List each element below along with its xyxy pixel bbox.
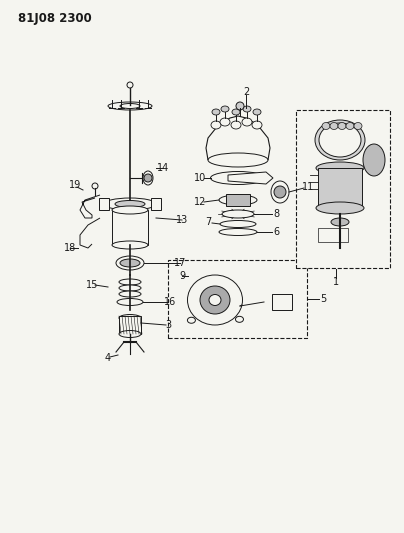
Bar <box>226 194 250 206</box>
Text: 12: 12 <box>194 197 206 207</box>
Ellipse shape <box>120 103 140 109</box>
Text: 3: 3 <box>165 320 171 330</box>
Ellipse shape <box>119 330 141 337</box>
Ellipse shape <box>315 120 365 160</box>
Ellipse shape <box>143 171 153 185</box>
Text: 1: 1 <box>333 277 339 287</box>
Text: 10: 10 <box>194 173 206 183</box>
Bar <box>296 110 390 268</box>
Circle shape <box>236 102 244 110</box>
Circle shape <box>144 174 152 182</box>
Text: 7: 7 <box>205 217 211 227</box>
Ellipse shape <box>236 316 244 322</box>
Ellipse shape <box>271 181 289 203</box>
Ellipse shape <box>330 123 338 130</box>
Text: 18: 18 <box>64 243 76 253</box>
Bar <box>119 316 141 334</box>
Ellipse shape <box>200 286 230 314</box>
Text: 11: 11 <box>302 182 314 192</box>
Ellipse shape <box>363 144 385 176</box>
Ellipse shape <box>232 109 240 115</box>
Ellipse shape <box>333 231 347 237</box>
Ellipse shape <box>211 121 221 129</box>
Circle shape <box>127 82 133 88</box>
Text: 81J08 2300: 81J08 2300 <box>18 12 92 25</box>
Ellipse shape <box>316 162 364 174</box>
Ellipse shape <box>253 109 261 115</box>
Ellipse shape <box>187 317 196 323</box>
Text: 13: 13 <box>176 215 188 225</box>
Ellipse shape <box>112 206 148 214</box>
Ellipse shape <box>316 202 364 214</box>
Ellipse shape <box>108 102 152 110</box>
Bar <box>99 198 109 210</box>
Bar <box>151 198 161 210</box>
Bar <box>112 210 148 245</box>
Ellipse shape <box>212 109 220 115</box>
Text: 8: 8 <box>273 209 279 219</box>
Ellipse shape <box>222 210 254 218</box>
Ellipse shape <box>338 123 346 130</box>
Bar <box>318 228 348 242</box>
Ellipse shape <box>104 198 156 210</box>
Bar <box>272 294 292 310</box>
Bar <box>168 260 307 338</box>
Ellipse shape <box>187 275 242 325</box>
Bar <box>318 168 362 208</box>
Text: 16: 16 <box>164 297 176 307</box>
Text: 15: 15 <box>86 280 98 290</box>
Circle shape <box>92 183 98 189</box>
Ellipse shape <box>219 229 257 236</box>
Ellipse shape <box>208 153 268 167</box>
Ellipse shape <box>346 123 354 130</box>
Text: 4: 4 <box>105 353 111 363</box>
Ellipse shape <box>119 285 141 291</box>
Text: 6: 6 <box>273 227 279 237</box>
Ellipse shape <box>210 172 265 184</box>
Ellipse shape <box>231 121 241 129</box>
Text: 9: 9 <box>179 271 185 281</box>
Text: 14: 14 <box>157 163 169 173</box>
Ellipse shape <box>119 291 141 297</box>
Ellipse shape <box>219 195 257 205</box>
Ellipse shape <box>119 314 141 321</box>
Ellipse shape <box>115 200 145 207</box>
Ellipse shape <box>252 121 262 129</box>
Polygon shape <box>228 172 273 184</box>
Ellipse shape <box>119 279 141 285</box>
Ellipse shape <box>221 106 229 112</box>
Text: 5: 5 <box>320 294 326 304</box>
Ellipse shape <box>242 118 252 126</box>
Text: 17: 17 <box>174 258 186 268</box>
Ellipse shape <box>354 123 362 130</box>
Ellipse shape <box>112 241 148 249</box>
Ellipse shape <box>120 259 140 267</box>
Ellipse shape <box>116 256 144 270</box>
Text: 2: 2 <box>243 87 249 97</box>
Text: 19: 19 <box>69 180 81 190</box>
Circle shape <box>274 186 286 198</box>
Ellipse shape <box>209 295 221 305</box>
Ellipse shape <box>322 123 330 130</box>
Ellipse shape <box>220 118 230 126</box>
Ellipse shape <box>243 106 251 112</box>
Ellipse shape <box>319 123 361 157</box>
Ellipse shape <box>117 298 143 305</box>
Ellipse shape <box>220 221 256 228</box>
Ellipse shape <box>331 218 349 226</box>
